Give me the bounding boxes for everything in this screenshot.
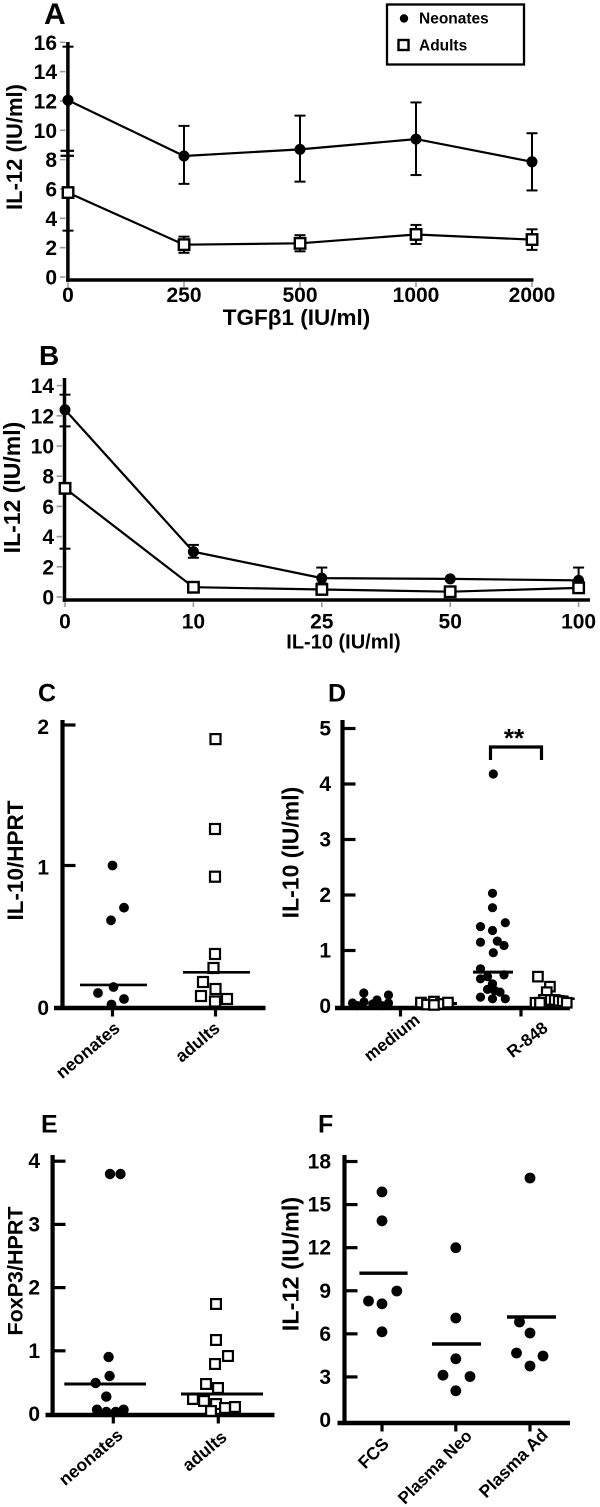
svg-text:14: 14: [34, 61, 58, 84]
svg-text:0: 0: [28, 1403, 40, 1426]
svg-text:**: **: [504, 723, 525, 753]
svg-text:4: 4: [45, 208, 57, 231]
svg-text:1: 1: [37, 857, 49, 880]
svg-text:C: C: [38, 680, 56, 708]
svg-text:16: 16: [34, 32, 57, 55]
svg-text:25: 25: [310, 611, 334, 634]
svg-text:Adults: Adults: [419, 38, 467, 55]
svg-text:10: 10: [182, 611, 205, 634]
svg-text:1: 1: [319, 940, 331, 963]
svg-text:IL-12 (IU/ml): IL-12 (IU/ml): [278, 1197, 304, 1331]
svg-text:IL-10/HPRT: IL-10/HPRT: [3, 800, 28, 920]
svg-text:0: 0: [319, 1409, 331, 1432]
svg-text:15: 15: [308, 1194, 332, 1217]
svg-text:8: 8: [45, 149, 57, 172]
svg-text:18: 18: [308, 1151, 332, 1174]
svg-text:4: 4: [28, 1150, 40, 1173]
svg-text:3: 3: [28, 1213, 40, 1236]
svg-text:3: 3: [319, 829, 331, 852]
svg-text:250: 250: [166, 284, 201, 307]
svg-text:6: 6: [42, 496, 54, 519]
svg-text:5: 5: [319, 718, 331, 741]
svg-text:6: 6: [45, 178, 57, 201]
svg-text:0: 0: [59, 611, 71, 634]
svg-text:6: 6: [319, 1323, 331, 1346]
svg-text:0: 0: [62, 284, 74, 307]
svg-text:2: 2: [28, 1277, 40, 1300]
svg-text:0: 0: [42, 587, 54, 610]
svg-text:10: 10: [31, 436, 54, 459]
svg-text:500: 500: [282, 284, 317, 307]
svg-text:Neonates: Neonates: [419, 11, 489, 28]
svg-text:100: 100: [561, 611, 596, 634]
svg-text:1: 1: [28, 1340, 40, 1363]
svg-text:2: 2: [319, 884, 331, 907]
svg-text:B: B: [39, 340, 59, 371]
svg-text:50: 50: [439, 611, 462, 634]
svg-text:2: 2: [37, 716, 49, 739]
svg-text:12: 12: [34, 90, 57, 113]
svg-text:2000: 2000: [509, 284, 556, 307]
svg-text:2: 2: [45, 237, 57, 260]
svg-text:12: 12: [31, 405, 54, 428]
svg-text:12: 12: [308, 1237, 331, 1260]
svg-text:0: 0: [45, 267, 57, 290]
svg-text:4: 4: [319, 773, 331, 796]
svg-text:A: A: [44, 0, 66, 31]
svg-text:1000: 1000: [393, 284, 440, 307]
svg-text:14: 14: [31, 375, 55, 398]
svg-text:2: 2: [42, 556, 54, 579]
svg-text:IL-12 (IU/ml): IL-12 (IU/ml): [2, 84, 27, 210]
svg-text:IL-12 (IU/ml): IL-12 (IU/ml): [0, 422, 25, 554]
svg-text:IL-10 (IU/ml): IL-10 (IU/ml): [286, 632, 400, 654]
svg-text:TGFβ1 (IU/ml): TGFβ1 (IU/ml): [223, 305, 370, 330]
svg-text:8: 8: [42, 466, 54, 489]
svg-text:IL-10 (IU/ml): IL-10 (IU/ml): [278, 787, 304, 919]
svg-text:E: E: [41, 1111, 58, 1139]
svg-text:0: 0: [37, 997, 49, 1020]
svg-text:FoxP3/HPRT: FoxP3/HPRT: [4, 1206, 28, 1335]
svg-text:10: 10: [34, 120, 57, 143]
svg-text:0: 0: [319, 995, 331, 1018]
svg-text:4: 4: [42, 526, 54, 549]
svg-text:3: 3: [319, 1366, 331, 1389]
svg-text:D: D: [328, 680, 346, 708]
svg-text:F: F: [318, 1111, 333, 1139]
svg-text:9: 9: [319, 1280, 331, 1303]
